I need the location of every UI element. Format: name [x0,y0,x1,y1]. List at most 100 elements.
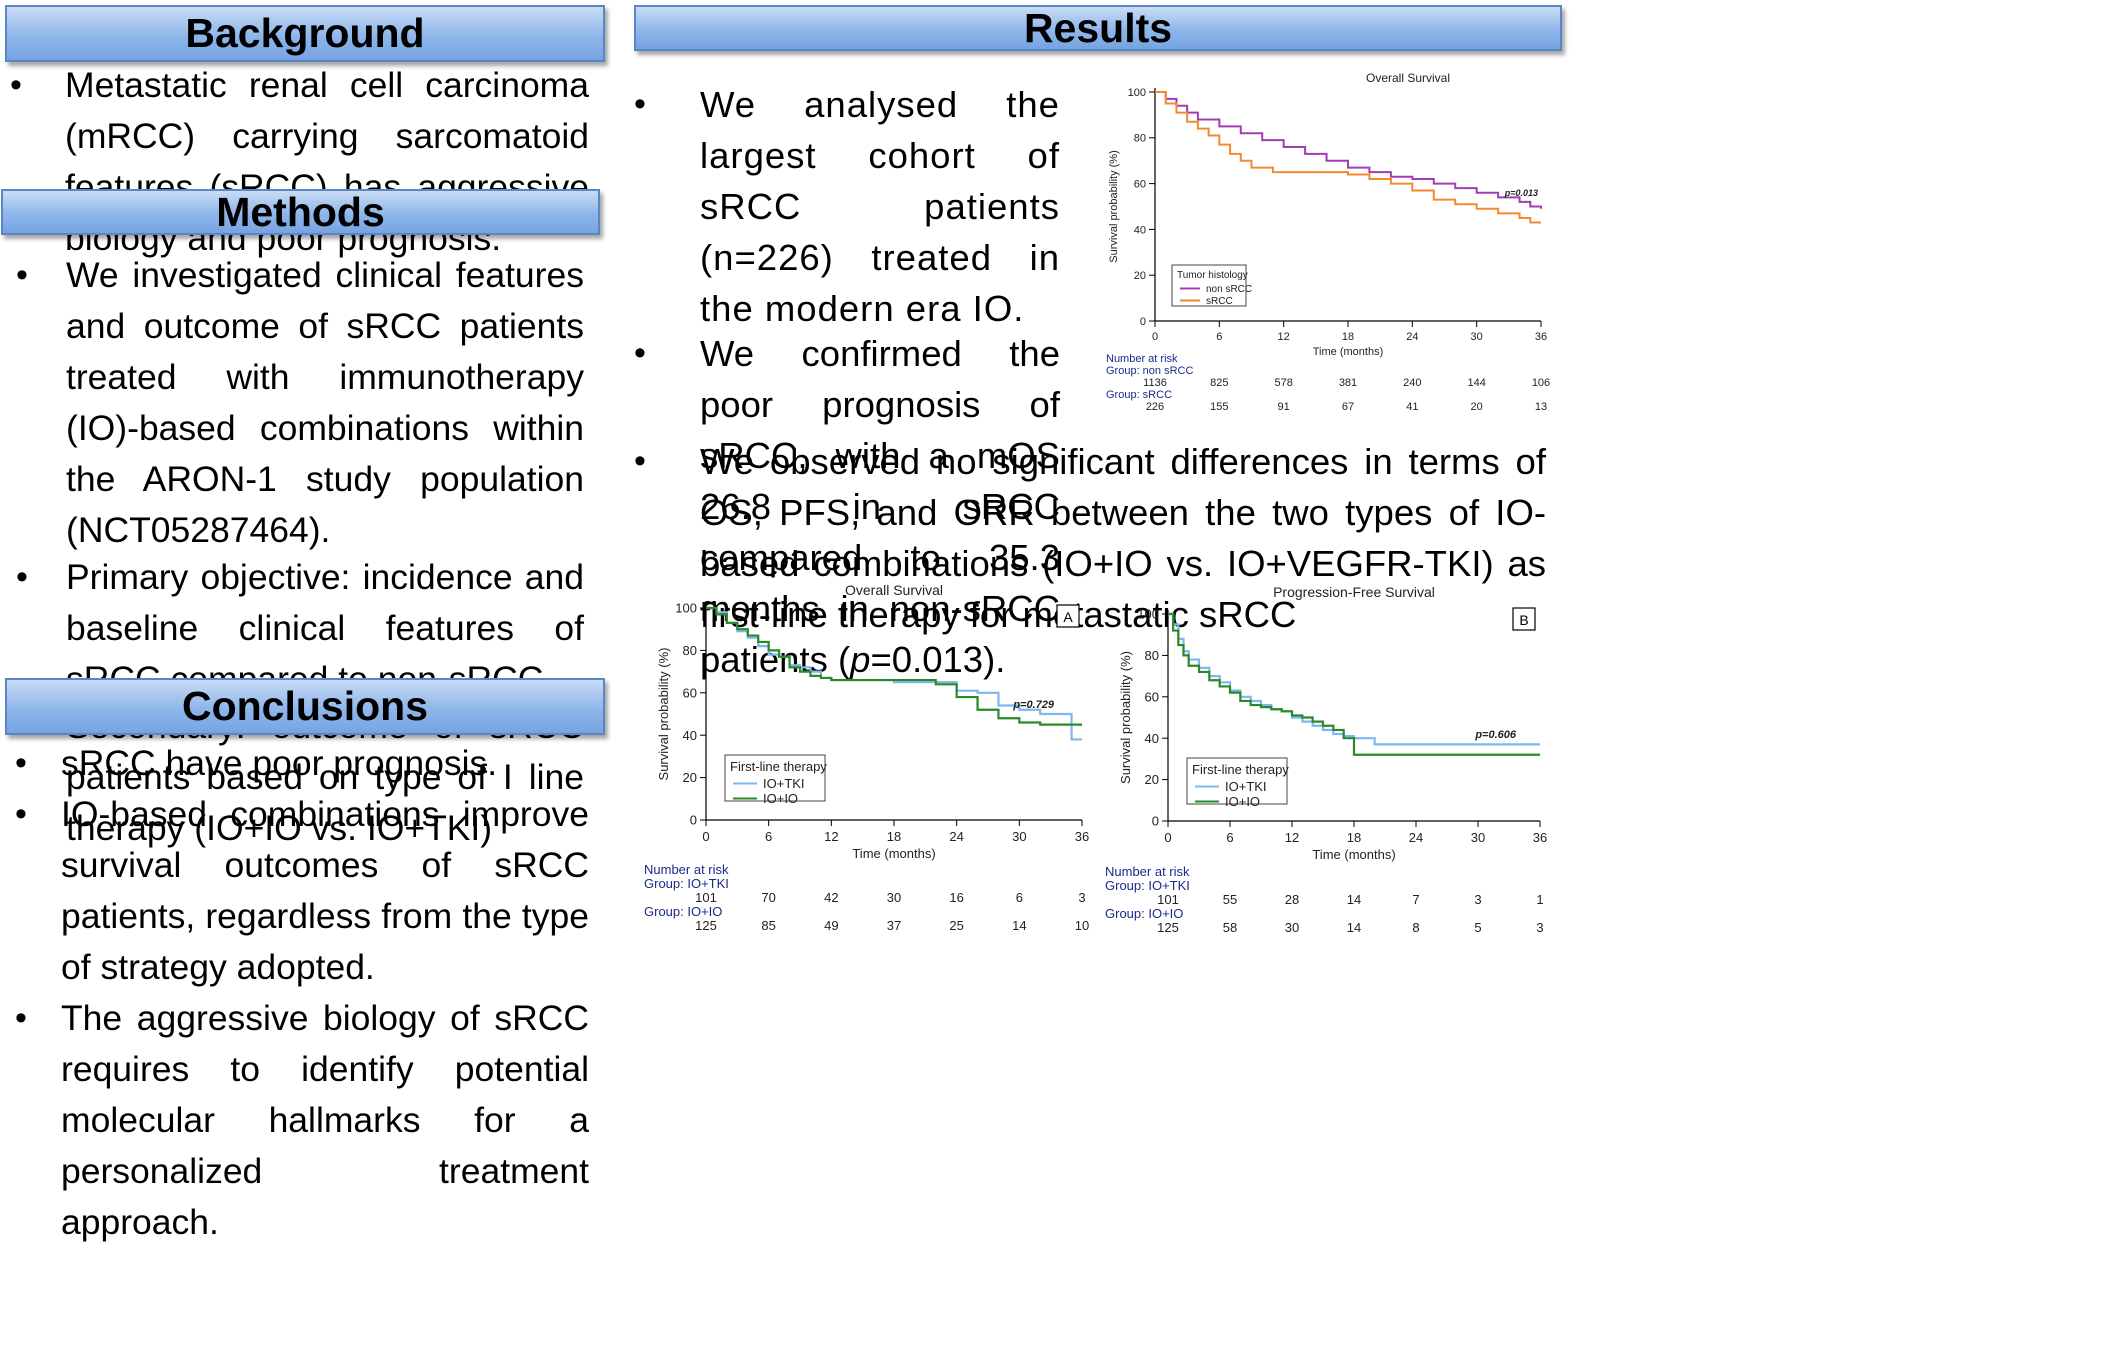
x-tick-label: 18 [1347,830,1361,845]
risk-value: 14 [1347,920,1361,935]
y-tick-label: 80 [1134,133,1146,145]
km-curve-non-srcc [1155,91,1542,209]
x-tick-label: 0 [1152,331,1158,343]
risk-value: 3 [1474,892,1481,907]
x-tick-label: 0 [1164,830,1171,845]
results-title: Results [1023,4,1173,51]
y-tick-label: 20 [1134,270,1146,282]
x-tick-label: 36 [1533,830,1547,845]
y-tick-label: 40 [1134,224,1146,236]
km-curve-srcc [1155,91,1541,224]
results-list-bottom: • We observed no significant differences … [634,436,1546,640]
risk-value: 16 [949,890,963,905]
x-tick-label: 24 [949,829,963,844]
y-tick-label: 0 [1152,814,1159,829]
y-tick-label: 80 [683,643,697,658]
x-tick-label: 12 [1278,331,1290,343]
results-bullet-1: • We analysed the largest cohort of sRCC … [634,84,1060,329]
legend-title: Tumor histology [1177,270,1248,281]
results-header: Results [634,5,1562,51]
risk-value: 3 [1078,890,1085,905]
results-list-top: • We analysed the largest cohort of sRCC … [634,79,1060,685]
background-header: Background [5,5,605,62]
risk-header: Number at risk [644,862,729,877]
legend-box [1171,264,1247,307]
legend-box [724,754,826,802]
risk-group-label: Group: IO+IO [644,904,722,919]
x-tick-label: 6 [1226,830,1233,845]
risk-value: 101 [1157,892,1179,907]
risk-value: 106 [1532,377,1550,389]
risk-group-label: Group: IO+IO [1105,906,1183,921]
risk-value: 58 [1223,920,1237,935]
x-tick-label: 12 [824,829,838,844]
legend-label: IO+IO [1225,794,1260,809]
y-tick-label: 0 [690,813,697,828]
legend-label: IO+TKI [1225,779,1267,794]
risk-value: 10 [1075,918,1089,933]
risk-value: 5 [1474,920,1481,935]
risk-value: 144 [1467,377,1485,389]
x-axis-label: Time (months) [1313,346,1384,358]
risk-value: 25 [949,918,963,933]
y-tick-label: 40 [683,728,697,743]
x-tick-label: 30 [1471,331,1483,343]
results-bullet-2: • We confirmed the poor prognosis of sRCC… [634,333,1060,680]
legend-title: First-line therapy [1192,762,1289,777]
risk-group-label: Group: IO+TKI [644,876,729,891]
risk-group-label: Group: IO+TKI [1105,878,1190,893]
p-value: p=0.013 [1504,188,1538,198]
km-curve-io-io [706,606,1082,726]
x-axis-label: Time (months) [1312,847,1395,862]
x-tick-label: 12 [1285,830,1299,845]
km-curve-io-tki [1168,612,1540,746]
legend-label: sRCC [1206,296,1233,307]
x-tick-label: 36 [1535,331,1547,343]
conclusions-title: Conclusions [181,683,429,729]
risk-value: 155 [1210,401,1228,413]
risk-value: 1 [1536,892,1543,907]
y-tick-label: 100 [675,601,697,616]
y-axis-label: Survival probability (%) [656,648,671,781]
risk-value: 30 [887,890,901,905]
y-tick-label: 40 [1145,731,1159,746]
y-tick-label: 60 [1145,689,1159,704]
chart-title: Overall Survival [845,582,943,598]
risk-value: 8 [1412,920,1419,935]
risk-group-label: Group: non sRCC [1106,365,1193,377]
x-tick-label: 6 [765,829,772,844]
panel-label: A [1063,609,1073,625]
risk-value: 125 [1157,920,1179,935]
y-axis-label: Survival probability (%) [1118,651,1133,784]
risk-value: 70 [761,890,775,905]
chart-title: Progression-Free Survival [1273,584,1435,600]
legend-label: IO+IO [763,791,798,806]
risk-value: 41 [1406,401,1418,413]
risk-value: 85 [761,918,775,933]
y-axis-label: Survival probability (%) [1108,150,1120,262]
risk-value: 13 [1535,401,1547,413]
risk-group-label: Group: sRCC [1106,389,1172,401]
risk-value: 14 [1012,918,1026,933]
risk-value: 226 [1146,401,1164,413]
risk-value: 578 [1274,377,1292,389]
methods-bullet: • We investigated clinical features and o… [16,255,584,550]
risk-header: Number at risk [1106,353,1178,365]
background-list: • Metastatic renal cell carcinoma (mRCC) … [10,60,589,264]
conclusions-bullet: • IO-based combinations improve survival … [15,794,589,987]
risk-value: 825 [1210,377,1228,389]
y-tick-label: 60 [1134,178,1146,190]
risk-value: 37 [887,918,901,933]
x-tick-label: 6 [1216,331,1222,343]
methods-header: Methods [1,189,600,235]
y-tick-label: 20 [1145,772,1159,787]
risk-value: 6 [1016,890,1023,905]
risk-value: 20 [1471,401,1483,413]
background-bullet: • Metastatic renal cell carcinoma (mRCC) … [10,65,589,258]
panel-label: B [1519,612,1528,628]
legend-title: First-line therapy [730,759,827,774]
p-value: p=0.606 [1474,729,1517,741]
pfs-therapy-chart: Progression-Free Survival 0 20 40 60 80 100 0 6 1… [1105,584,1547,935]
methods-title: Methods [216,188,385,235]
